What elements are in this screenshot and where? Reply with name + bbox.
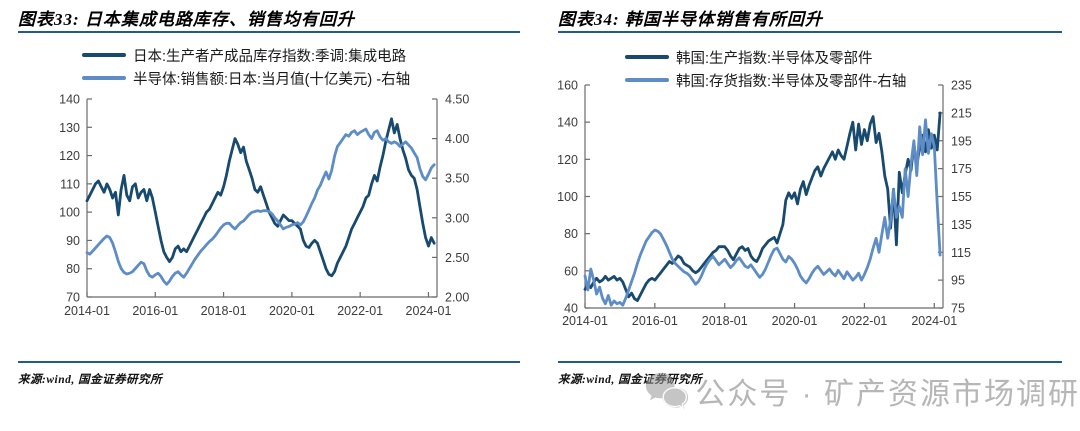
- dark-line-swatch: [82, 53, 126, 57]
- svg-text:95: 95: [951, 274, 965, 288]
- svg-text:2.50: 2.50: [445, 251, 469, 265]
- svg-text:195: 195: [951, 134, 972, 148]
- legend-item: 日本:生产者产成品库存指数:季调:集成电路: [82, 46, 410, 65]
- svg-text:135: 135: [951, 218, 972, 232]
- figure-33-title-underline: [18, 31, 520, 33]
- svg-text:2024-01: 2024-01: [911, 314, 957, 328]
- svg-text:160: 160: [557, 79, 578, 93]
- svg-text:4.00: 4.00: [445, 132, 469, 146]
- svg-text:120: 120: [59, 149, 80, 163]
- svg-text:2018-01: 2018-01: [702, 314, 748, 328]
- svg-text:100: 100: [557, 190, 578, 204]
- dark-line-swatch: [625, 55, 669, 59]
- svg-text:2022-01: 2022-01: [841, 314, 887, 328]
- svg-text:2014-01: 2014-01: [64, 304, 110, 318]
- svg-text:2018-01: 2018-01: [201, 304, 247, 318]
- legend-label: 韩国:生产指数:半导体及零部件: [676, 50, 873, 67]
- figure-34-bottom-rule: [558, 361, 1062, 363]
- svg-text:3.50: 3.50: [445, 172, 469, 186]
- svg-text:2020-01: 2020-01: [269, 304, 315, 318]
- svg-text:60: 60: [564, 264, 578, 278]
- legend-label: 日本:生产者产成品库存指数:季调:集成电路: [133, 48, 407, 65]
- svg-text:100: 100: [59, 206, 80, 220]
- svg-text:2.00: 2.00: [445, 291, 469, 305]
- figure-33-legend: 日本:生产者产成品库存指数:季调:集成电路 半导体:销售额:日本:当月值(十亿美…: [82, 46, 411, 88]
- svg-text:80: 80: [564, 227, 578, 241]
- svg-text:2014-01: 2014-01: [562, 314, 608, 328]
- svg-text:2022-01: 2022-01: [337, 304, 383, 318]
- svg-text:175: 175: [951, 162, 972, 176]
- svg-text:2016-01: 2016-01: [132, 304, 178, 318]
- svg-text:120: 120: [557, 153, 578, 167]
- legend-label: 韩国:存货指数:半导体及零部件-右轴: [676, 73, 907, 90]
- figure-34-legend: 韩国:生产指数:半导体及零部件 韩国:存货指数:半导体及零部件-右轴: [625, 48, 907, 90]
- light-line-swatch: [625, 78, 669, 82]
- figure-34-source: 来源:wind, 国金证券研究所: [558, 374, 703, 386]
- figure-33-source: 来源:wind, 国金证券研究所: [18, 374, 163, 386]
- svg-text:40: 40: [564, 302, 578, 316]
- light-line-swatch: [82, 76, 126, 80]
- svg-text:2024-01: 2024-01: [406, 304, 452, 318]
- svg-text:90: 90: [66, 234, 80, 248]
- figure-33-japan-chart: 图表33: 日本集成电路库存、销售均有回升 日本:生产者产成品库存指数:季调:集…: [18, 0, 520, 431]
- japan-ic-line-chart: 140 130 120 110 100 90 80 70 4.50 4.00 3.50 3.00 2.5…: [59, 93, 469, 319]
- svg-text:80: 80: [66, 262, 80, 276]
- svg-text:140: 140: [59, 93, 80, 107]
- svg-text:70: 70: [66, 291, 80, 305]
- svg-text:130: 130: [59, 121, 80, 135]
- svg-text:110: 110: [60, 177, 80, 191]
- svg-text:215: 215: [951, 106, 972, 120]
- svg-text:3.00: 3.00: [445, 211, 469, 225]
- figure-34-title: 图表34: 韩国半导体销售有所回升: [558, 10, 823, 29]
- svg-text:235: 235: [951, 79, 972, 93]
- legend-item: 韩国:存货指数:半导体及零部件-右轴: [625, 71, 907, 90]
- svg-text:4.50: 4.50: [445, 93, 469, 107]
- korea-semiconductor-line-chart: 160 140 120 100 80 60 40 235 215 195 175 155 135 115 9…: [557, 79, 972, 329]
- figure-33-bottom-rule: [18, 361, 520, 363]
- legend-item: 韩国:生产指数:半导体及零部件: [625, 48, 906, 67]
- svg-text:75: 75: [951, 302, 965, 316]
- svg-text:155: 155: [951, 190, 972, 204]
- svg-text:115: 115: [951, 246, 971, 260]
- figure-33-title: 图表33: 日本集成电路库存、销售均有回升: [18, 10, 355, 29]
- figure-34-title-underline: [558, 31, 1062, 33]
- legend-item: 半导体:销售额:日本:当月值(十亿美元) -右轴: [82, 69, 411, 88]
- figure-34-korea-chart: 图表34: 韩国半导体销售有所回升 韩国:生产指数:半导体及零部件 韩国:存货指…: [545, 0, 1080, 431]
- svg-text:140: 140: [557, 116, 578, 130]
- svg-text:2016-01: 2016-01: [632, 314, 678, 328]
- svg-text:2020-01: 2020-01: [772, 314, 818, 328]
- legend-label: 半导体:销售额:日本:当月值(十亿美元) -右轴: [133, 71, 411, 88]
